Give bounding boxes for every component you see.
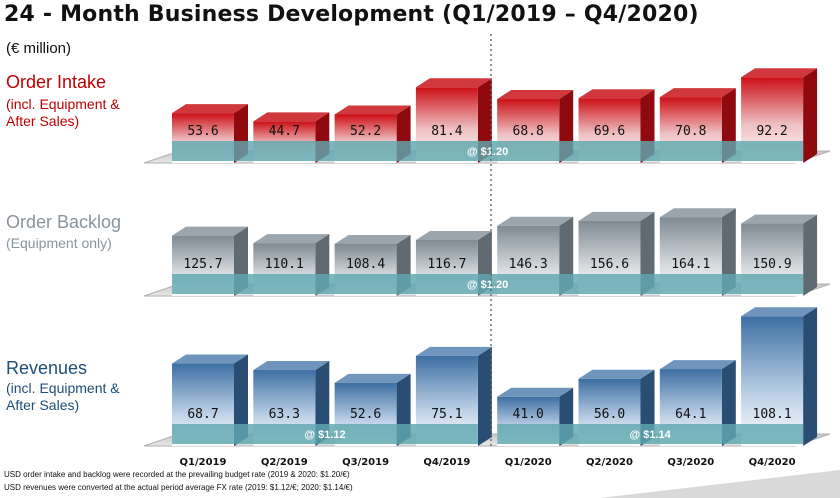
revenues-value-label: 41.0: [513, 407, 544, 422]
order-intake-value-label: 69.6: [594, 124, 625, 139]
revenues-value-label: 75.1: [431, 407, 462, 422]
bar-top: [253, 112, 330, 122]
order-intake-value-label: 44.7: [269, 124, 300, 139]
x-tick-label: Q3/2019: [342, 457, 389, 468]
x-tick-label: Q1/2019: [180, 457, 227, 468]
order-intake-value-label: 68.8: [513, 124, 544, 139]
bar-side: [477, 346, 492, 446]
revenues-value-label: 52.6: [350, 407, 381, 422]
revenues-fx-band-1: [172, 424, 478, 444]
x-tick-label: Q3/2020: [667, 457, 714, 468]
footnote-1: USD order intake and backlog were record…: [4, 470, 350, 479]
revenues-value-label: 64.1: [675, 407, 706, 422]
bar-top: [334, 234, 411, 244]
order-backlog-value-label: 116.7: [427, 257, 466, 272]
order-backlog-bar-4: [415, 230, 492, 296]
bar-side: [803, 68, 818, 163]
revenues-value-label: 108.1: [753, 407, 792, 422]
order-backlog-title: Order Backlog: [6, 212, 122, 232]
unit-label: (€ million): [6, 40, 72, 57]
bar-top: [415, 78, 492, 88]
order-intake-value-label: 81.4: [431, 124, 462, 139]
order-intake-fx-band-1: [172, 141, 804, 161]
order-backlog-subtitle: (Equipment only): [6, 235, 112, 251]
order-backlog-value-label: 164.1: [671, 257, 710, 272]
order-intake-subtitle: (incl. Equipment & After Sales): [6, 96, 120, 129]
bar-side: [803, 307, 818, 446]
revenues-fx-band-2: [497, 424, 804, 444]
bar-top: [578, 89, 655, 99]
bar-top: [172, 104, 248, 114]
bar-side: [803, 214, 818, 296]
revenues-fx-band-label: @ $1.14: [629, 429, 671, 441]
order-intake-value-label: 53.6: [187, 124, 218, 139]
decorative-wedge: [600, 470, 840, 498]
x-tick-label: Q1/2020: [505, 457, 552, 468]
page-title: 24 - Month Business Development (Q1/2019…: [4, 2, 699, 27]
order-backlog-value-label: 110.1: [265, 257, 304, 272]
bar-top: [578, 211, 655, 221]
bar-top: [253, 361, 330, 371]
bar-top: [253, 234, 330, 244]
bar-top: [415, 346, 492, 356]
order-backlog-fx-band-1: [172, 274, 804, 294]
bar-top: [659, 208, 736, 218]
order-backlog-value-label: 156.6: [590, 257, 629, 272]
order-backlog-value-label: 146.3: [509, 257, 548, 272]
bar-top: [659, 360, 736, 370]
order-intake-value-label: 70.8: [675, 124, 706, 139]
bar-top: [578, 369, 655, 379]
order-intake-value-label: 52.2: [350, 124, 381, 139]
x-tick-label: Q4/2020: [749, 457, 796, 468]
revenues-value-label: 63.3: [269, 407, 300, 422]
order-intake-value-label: 92.2: [756, 124, 787, 139]
bar-top: [741, 214, 818, 224]
bar-top: [741, 307, 818, 317]
bar-top: [497, 216, 574, 226]
bar-top: [659, 88, 736, 98]
order-backlog-value-label: 150.9: [753, 257, 792, 272]
revenues-subtitle: (incl. Equipment & After Sales): [6, 380, 120, 413]
order-backlog-bar-8: [741, 214, 818, 296]
bar-top: [334, 373, 411, 383]
bar-side: [234, 354, 248, 446]
bar-top: [415, 230, 492, 240]
x-tick-label: Q2/2019: [261, 457, 308, 468]
order-backlog-value-label: 108.4: [346, 257, 385, 272]
bar-top: [741, 68, 818, 78]
order-backlog-fx-band-label: @ $1.20: [467, 279, 508, 291]
x-tick-label: Q2/2020: [586, 457, 633, 468]
bar-top: [497, 90, 574, 100]
x-tick-label: Q4/2019: [423, 457, 470, 468]
bar-top: [172, 354, 248, 364]
order-backlog-value-label: 125.7: [183, 257, 222, 272]
revenues-value-label: 56.0: [594, 407, 625, 422]
order-intake-title: Order Intake: [6, 72, 107, 92]
bar-top: [497, 387, 574, 397]
revenues-title: Revenues: [6, 358, 88, 378]
bar-top: [172, 226, 248, 236]
revenues-value-label: 68.7: [187, 407, 218, 422]
bar-top: [334, 105, 411, 115]
order-intake-fx-band-label: @ $1.20: [467, 146, 508, 158]
revenues-fx-band-label: @ $1.12: [304, 429, 345, 441]
footnote-2: USD revenues were converted at the actua…: [4, 483, 353, 492]
